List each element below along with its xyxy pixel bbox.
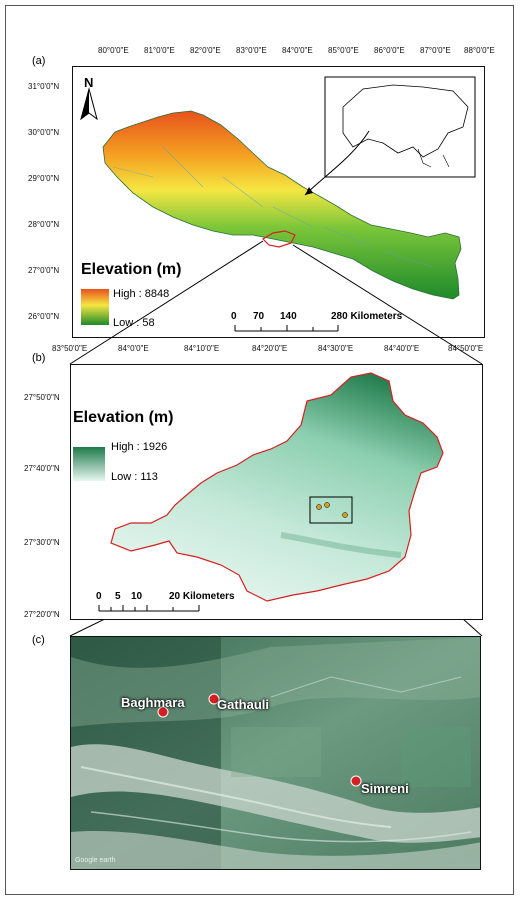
tick-label: 27°30'0"N	[24, 538, 60, 547]
tick-label: 26°0'0"N	[28, 312, 60, 321]
study-area-shape	[110, 372, 444, 602]
tick-label: 30°0'0"N	[28, 128, 60, 137]
tick-label: 82°0'0"E	[190, 46, 221, 55]
tick-label: 84°40'0"E	[384, 344, 420, 353]
tick-label: 27°20'0"N	[24, 610, 60, 619]
tick-label: 84°0'0"E	[282, 46, 313, 55]
legend-b-low: Low : 113	[111, 471, 158, 483]
place-label-gathauli: Gathauli	[217, 697, 270, 712]
asia-inset-outline	[342, 84, 469, 158]
site-marker	[316, 504, 322, 510]
tick-label: 27°50'0"N	[24, 393, 60, 402]
scale-b-label: 0	[96, 591, 102, 602]
gathauli-marker	[208, 693, 220, 705]
scale-bar-b	[98, 605, 200, 612]
legend-b-high: High : 1926	[111, 441, 168, 453]
tick-label: 83°0'0"E	[236, 46, 267, 55]
scale-a-label: 140	[280, 311, 297, 322]
zoom-box	[309, 496, 353, 524]
panel-c-satellite-frame: Baghmara Gathauli Simreni Google earth	[70, 636, 481, 870]
north-label: N	[84, 75, 94, 90]
tick-label: 84°30'0"E	[318, 344, 354, 353]
tick-label: 31°0'0"N	[28, 82, 60, 91]
tick-label: 85°0'0"E	[328, 46, 359, 55]
scale-b-label: 20 Kilometers	[169, 591, 235, 602]
scale-b-label: 5	[115, 591, 121, 602]
tick-label: 87°0'0"E	[420, 46, 451, 55]
tick-label: 27°40'0"N	[24, 464, 60, 473]
tick-label: 29°0'0"N	[28, 174, 60, 183]
scale-a-label: 70	[253, 311, 265, 322]
tick-label: 88°0'0"E	[464, 46, 495, 55]
site-marker	[342, 512, 348, 518]
baghmara-marker	[157, 706, 169, 718]
scale-a-label: 280 Kilometers	[331, 311, 403, 322]
tick-label: 83°50'0"E	[52, 344, 88, 353]
legend-b-ramp	[73, 447, 105, 481]
panel-b-map-frame: Elevation (m) High : 1926 Low : 113 0 5 …	[70, 364, 483, 620]
panel-c-label: (c)	[32, 634, 45, 646]
panel-b-label: (b)	[32, 352, 46, 364]
nepal-elevation-map	[80, 76, 476, 332]
simreni-marker	[350, 775, 362, 787]
legend-a-high: High : 8848	[113, 288, 170, 300]
scale-bar-a	[234, 325, 339, 332]
nepal-shape	[102, 110, 462, 300]
tick-label: 80°0'0"E	[98, 46, 129, 55]
tick-label: 28°0'0"N	[28, 220, 60, 229]
legend-a-ramp	[81, 289, 109, 325]
satellite-image	[71, 637, 480, 869]
map-attribution: Google earth	[75, 857, 116, 864]
study-area-elevation-map	[73, 372, 444, 612]
scale-a-label: 0	[231, 311, 237, 322]
legend-b-title: Elevation (m)	[73, 409, 174, 426]
tick-label: 84°10'0"E	[184, 344, 220, 353]
study-area-outline	[262, 230, 296, 248]
panel-a-label: (a)	[32, 55, 46, 67]
tick-label: 84°20'0"E	[252, 344, 288, 353]
scale-b-label: 10	[131, 591, 143, 602]
site-marker	[324, 502, 330, 508]
tick-label: 27°0'0"N	[28, 266, 60, 275]
tick-label: 81°0'0"E	[144, 46, 175, 55]
panel-a-map-frame: Elevation (m) High : 8848 Low : 58 N 0 7…	[72, 66, 485, 338]
place-label-simreni: Simreni	[361, 781, 409, 796]
place-label-baghmara: Baghmara	[121, 695, 185, 710]
tick-label: 84°0'0"E	[118, 344, 149, 353]
north-arrow-icon	[80, 87, 98, 121]
tick-label: 86°0'0"E	[374, 46, 405, 55]
figure-border	[5, 5, 514, 895]
tick-label: 84°50'0"E	[448, 344, 484, 353]
legend-a-title: Elevation (m)	[81, 261, 182, 278]
